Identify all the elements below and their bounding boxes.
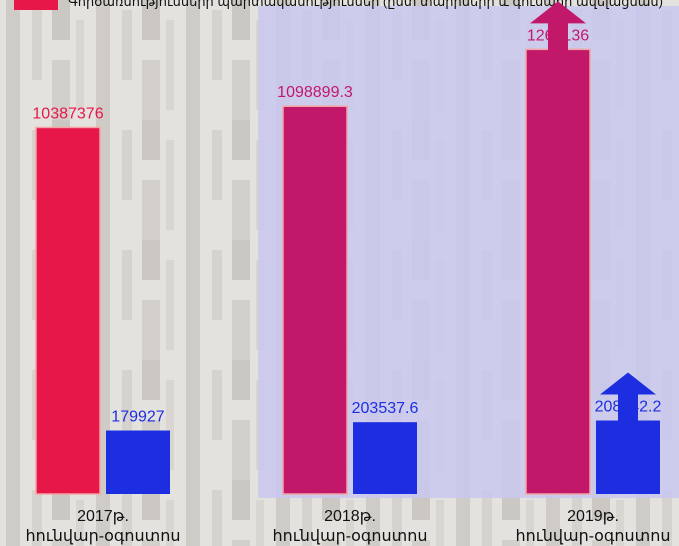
series-0-bar-1-value-label: 1098899.3 <box>277 84 353 101</box>
category-label-2-line-0: 2019թ. <box>567 508 619 525</box>
category-label-0-line-0: 2017թ. <box>77 508 129 525</box>
series-1-bar-0 <box>106 430 170 494</box>
series-0-bar-1 <box>282 105 348 495</box>
series-1-bar-2-arrow <box>600 372 656 447</box>
series-1-bar-1-value-label: 203537.6 <box>352 400 419 417</box>
category-label-0-line-1: հունվար-օգոստոս <box>26 528 181 545</box>
series-0-bar-0-value-label: 10387376 <box>32 105 103 122</box>
arrows-layer <box>530 1 656 447</box>
category-label-1-line-0: 2018թ. <box>324 508 376 525</box>
legend-swatch <box>14 0 58 10</box>
category-label-1-line-1: հունվար-օգոստոս <box>273 528 428 545</box>
series-0-bar-0 <box>35 126 101 495</box>
series-0-bar-2 <box>525 48 591 495</box>
series-1-bar-1 <box>353 422 417 494</box>
category-labels-layer: 2017թ. հունվար-օգոստոս 2018թ. հունվար-օգոստ… <box>26 508 671 545</box>
bars-layer <box>35 48 660 495</box>
legend-label: Գործառնությունների պարտականություններ (ը… <box>68 0 663 9</box>
series-1-bar-0-value-label: 179927 <box>111 409 164 426</box>
legend: Գործառնությունների պարտականություններ (ը… <box>14 0 663 10</box>
series-0-bar-2-arrow <box>530 1 586 76</box>
category-label-2-line-1: հունվար-օգոստոս <box>516 528 671 545</box>
